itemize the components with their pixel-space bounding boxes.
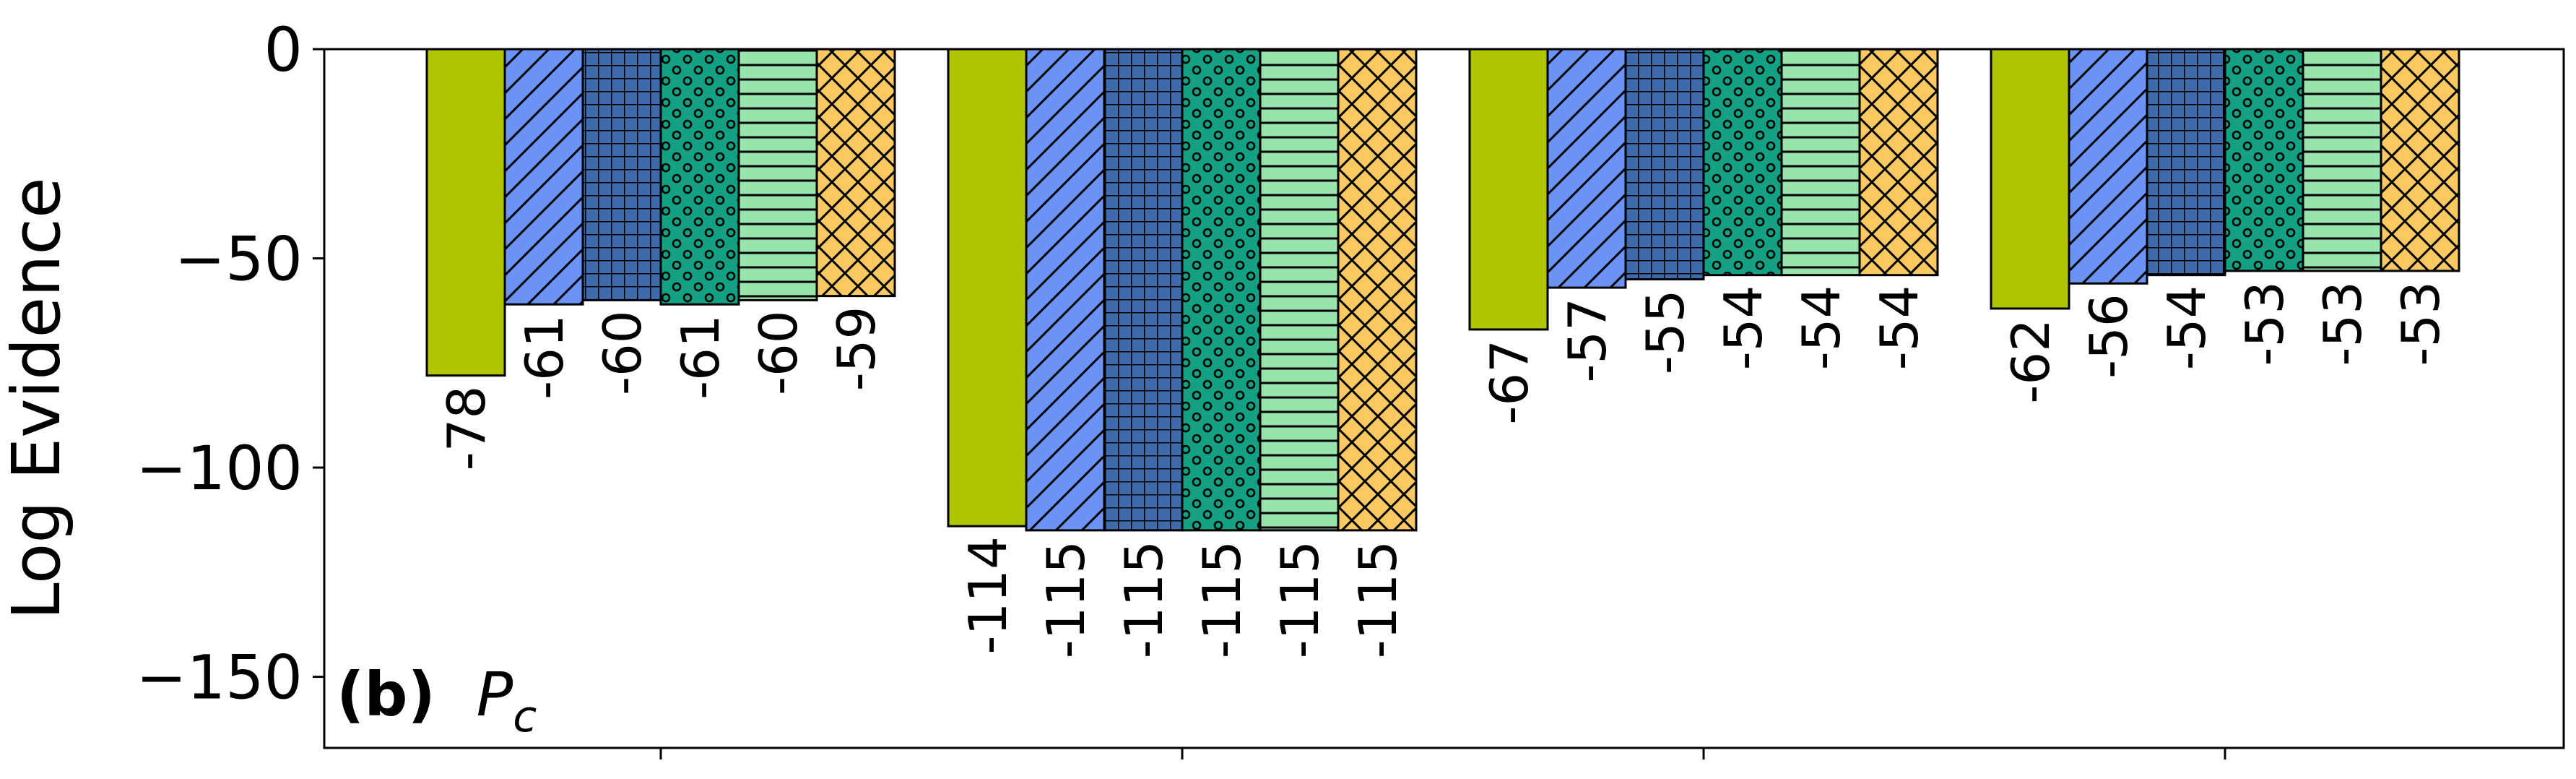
panel-letter: (b) <box>337 659 435 730</box>
panel-label: (b) Pc <box>337 659 537 742</box>
y-axis: 0 −50 −100 −150 <box>136 14 324 713</box>
y-tick-label: −50 <box>175 224 303 295</box>
bar-value-label: -54 <box>2156 285 2217 371</box>
bar <box>1470 49 1548 330</box>
bar-value-label: -53 <box>2312 281 2373 366</box>
bar-value-label: -61 <box>514 314 575 400</box>
panel-variable-subscript: c <box>513 692 537 742</box>
y-tick-label: −150 <box>136 642 303 713</box>
bar-value-label: -53 <box>2234 281 2295 366</box>
bar-hatch <box>2381 49 2459 271</box>
bar-hatch <box>1104 49 1182 530</box>
bars-layer <box>425 48 2460 532</box>
bar-value-label: -62 <box>2000 319 2061 404</box>
bar-hatch <box>1026 49 1104 530</box>
bar-hatch <box>1260 49 1338 530</box>
bar <box>948 49 1026 527</box>
panel-variable: P <box>477 659 513 730</box>
bar-value-label: -59 <box>826 306 887 392</box>
bar-value-label: -67 <box>1479 340 1540 425</box>
bar-hatch <box>661 49 739 305</box>
bar-hatch <box>2069 49 2147 284</box>
bar-hatch <box>739 49 817 301</box>
bar-value-label: -53 <box>2390 281 2451 366</box>
bar <box>1991 49 2069 309</box>
bar-value-label: -115 <box>1192 541 1252 658</box>
bar-hatch <box>817 49 895 296</box>
bar-hatch <box>2303 49 2381 271</box>
bar-hatch <box>1704 49 1782 275</box>
bar-value-label: -61 <box>670 314 731 400</box>
bar-hatch <box>1548 49 1626 288</box>
bar-value-label: -55 <box>1635 289 1696 374</box>
bar-hatch <box>1182 49 1260 530</box>
bar-value-label: -115 <box>1114 541 1174 658</box>
bar-hatch <box>1782 49 1860 275</box>
bar-labels-layer: -78 -61 -60 -61 -60 -59 -114 -115 -115 -115 -115 -1… <box>436 281 2451 658</box>
bar-value-label: -60 <box>748 310 809 395</box>
bar-value-label: -56 <box>2078 293 2139 379</box>
bar-value-label: -54 <box>1869 285 1930 371</box>
bar <box>427 49 505 376</box>
bar-value-label: -115 <box>1036 541 1096 658</box>
bar-hatch <box>2225 49 2303 271</box>
bar-hatch <box>583 49 661 301</box>
bar-value-label: -115 <box>1348 541 1408 658</box>
bar-hatch <box>505 49 583 305</box>
bar-hatch <box>2147 49 2225 275</box>
bar-value-label: -54 <box>1791 285 1852 371</box>
y-tick-label: −100 <box>136 433 303 504</box>
bar-value-label: -60 <box>592 310 653 395</box>
x-axis <box>659 748 2226 759</box>
y-axis-title: Log Evidence <box>0 177 75 619</box>
y-tick-label: 0 <box>264 14 303 85</box>
plot-frame <box>323 48 2565 749</box>
bar-value-label: -115 <box>1270 541 1330 658</box>
bar-value-label: -57 <box>1557 298 1618 383</box>
bar-hatch <box>1626 49 1704 280</box>
bar-hatch <box>1860 49 1938 275</box>
bar-value-label: -114 <box>958 536 1018 654</box>
bar-value-label: -54 <box>1713 285 1774 371</box>
bar-hatch <box>1338 49 1416 530</box>
bar-value-label: -78 <box>436 386 497 471</box>
